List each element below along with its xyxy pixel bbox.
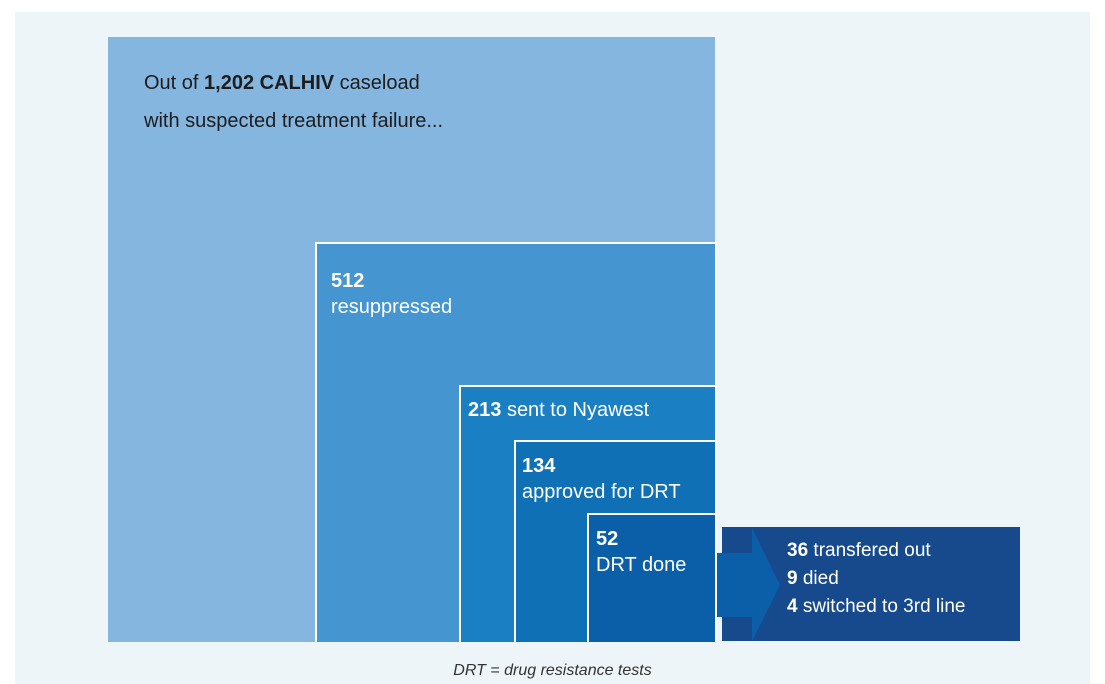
outcome-number: 4	[787, 596, 798, 617]
outcome: 4 switched to 3rd line	[787, 593, 1020, 621]
outcomes-box: 36 transfered out 9 died 4 switched to 3…	[722, 527, 1020, 641]
footnote: DRT = drug resistance tests	[453, 662, 652, 679]
box-number: 512	[331, 270, 365, 292]
intro-highlight: 1,202 CALHIV	[204, 72, 335, 94]
intro-prefix: Out of	[144, 72, 199, 94]
outcome-number: 9	[787, 568, 798, 589]
outcome-label: switched to 3rd line	[802, 596, 966, 617]
box-label: resuppressed	[331, 296, 453, 318]
intro-line-1: Out of 1,202 CALHIV caseload	[144, 70, 420, 96]
outcome: 36 transfered out	[787, 537, 1020, 565]
intro-suffix: caseload	[339, 72, 420, 94]
box-number: 52	[596, 528, 619, 550]
outcome: 9 died	[787, 565, 1020, 593]
box-label: approved for DRT	[522, 481, 681, 503]
outcome-label: died	[802, 568, 839, 589]
box-number: 213	[468, 399, 502, 421]
intro-line-2: with suspected treatment failure...	[144, 110, 444, 132]
box-label: DRT done	[596, 554, 687, 576]
box-label: sent to Nyawest	[506, 399, 650, 421]
arrow	[700, 528, 780, 641]
box-number: 134	[522, 455, 556, 477]
outcome-number: 36	[787, 540, 809, 561]
outcome-label: transfered out	[813, 540, 931, 561]
drt-done-square: 52 DRT done	[587, 513, 717, 642]
